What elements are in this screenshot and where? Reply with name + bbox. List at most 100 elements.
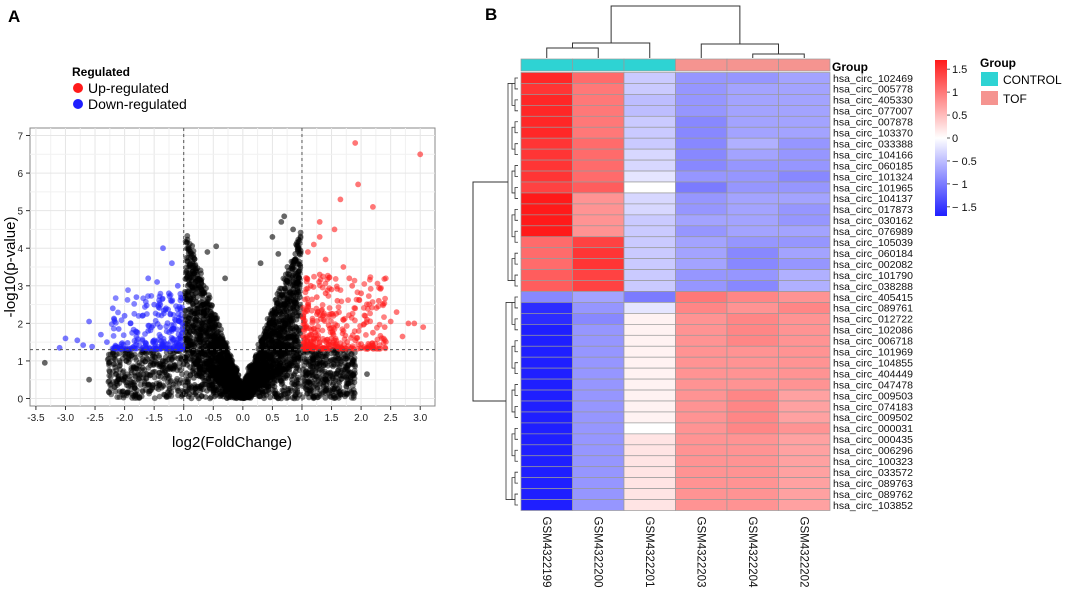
background-point (323, 376, 330, 383)
background-point (285, 301, 291, 308)
column-label: GSM4322201 (643, 517, 655, 588)
row-label: hsa_circ_005778 (833, 84, 913, 96)
down-cloud-point (112, 295, 119, 301)
background-point (188, 253, 195, 260)
heatmap-cell (778, 225, 831, 238)
data-point-not-significant (204, 249, 211, 255)
heatmap-cell (520, 378, 573, 391)
y-tick-label: 7 (17, 132, 23, 143)
heatmap-cell (623, 400, 676, 413)
background-point (228, 364, 235, 371)
up-cloud-point (382, 345, 389, 352)
heatmap-cell (675, 302, 728, 314)
down-cloud-point (157, 290, 164, 297)
heatmap-cell (572, 302, 625, 314)
y-tick-label: 6 (17, 169, 23, 180)
data-point-up-regulated (328, 286, 335, 293)
data-point-down-regulated (118, 345, 125, 352)
dendrogram-branch (514, 187, 518, 199)
heatmap-cell (726, 181, 779, 194)
background-point (312, 351, 318, 357)
up-cloud-point (333, 337, 340, 344)
column-label: GSM4322199 (540, 517, 552, 588)
background-point (322, 395, 329, 401)
heatmap-cell (623, 214, 676, 227)
background-point (290, 334, 297, 341)
data-point-not-significant (133, 365, 140, 372)
background-point (208, 341, 215, 348)
data-point-down-regulated (174, 282, 181, 289)
column-label: GSM4322200 (591, 517, 603, 588)
row-label: hsa_circ_009503 (833, 390, 913, 402)
data-point-down-regulated (62, 335, 69, 342)
heatmap-cell (726, 455, 779, 468)
heatmap-cell (675, 94, 728, 106)
heatmap-cell (520, 302, 573, 314)
heatmap-cell (572, 389, 625, 402)
heatmap-cell (778, 334, 831, 347)
heatmap-cell (623, 159, 676, 172)
row-label: hsa_circ_089762 (833, 489, 913, 501)
background-point (112, 356, 119, 363)
background-point (215, 377, 222, 384)
background-point (204, 387, 211, 394)
background-point (280, 313, 287, 320)
background-point (291, 289, 297, 295)
volcano-x-label: log2(FoldChange) (172, 434, 292, 451)
down-cloud-point (142, 304, 148, 310)
heatmap-cell (572, 455, 625, 468)
data-point-down-regulated (157, 346, 164, 352)
colorbar-tick-label: 0 (952, 133, 958, 145)
up-cloud-point (381, 314, 387, 320)
data-point-up-regulated (331, 226, 338, 233)
group-legend-title: Group (980, 56, 1016, 70)
heatmap-cell (675, 488, 728, 500)
background-point (269, 307, 276, 314)
heatmap-cell (726, 137, 779, 150)
up-cloud-point (314, 309, 321, 316)
heatmap-cell (778, 236, 831, 249)
group-bar-cell (572, 58, 625, 72)
heatmap-cell (778, 115, 831, 128)
background-point (252, 385, 259, 392)
data-point-up-regulated (316, 219, 323, 225)
up-cloud-point (369, 340, 376, 346)
heatmap-cell (675, 324, 728, 336)
background-point (211, 347, 218, 354)
background-point (116, 388, 123, 395)
background-point (260, 336, 267, 343)
heatmap-cell (572, 159, 625, 172)
background-point (192, 316, 199, 323)
background-point (179, 391, 186, 398)
colorbar-tick-label: − 1.5 (952, 202, 977, 214)
down-cloud-point (178, 341, 185, 347)
heatmap-cell (675, 433, 728, 446)
volcano-legend: Regulated Up-regulated Down-regulated (72, 65, 187, 112)
heatmap-cell (520, 466, 573, 479)
heatmap-cell (572, 170, 625, 183)
background-point (106, 367, 113, 374)
colorbar-gradient (935, 60, 947, 216)
dendrogram-branch (511, 170, 515, 194)
data-point-up-regulated (340, 328, 347, 334)
background-point (188, 320, 195, 326)
background-point (174, 385, 181, 392)
heatmap-cell (572, 378, 625, 391)
background-point (282, 356, 289, 363)
background-point (191, 350, 198, 357)
down-cloud-point (142, 298, 149, 305)
heatmap-cell (778, 455, 831, 468)
background-point (332, 377, 339, 383)
background-point (193, 370, 200, 377)
background-point (169, 354, 176, 361)
heatmap-cell (675, 148, 728, 161)
background-point (216, 359, 223, 366)
panel-a-label: A (8, 7, 20, 26)
heatmap-cell (726, 269, 779, 281)
volcano-thresholds (30, 128, 435, 406)
background-point (222, 388, 229, 395)
heatmap-cell (520, 389, 573, 402)
background-point (156, 361, 163, 368)
heatmap-cell (572, 225, 625, 238)
x-tick-label: -3.5 (27, 413, 45, 424)
